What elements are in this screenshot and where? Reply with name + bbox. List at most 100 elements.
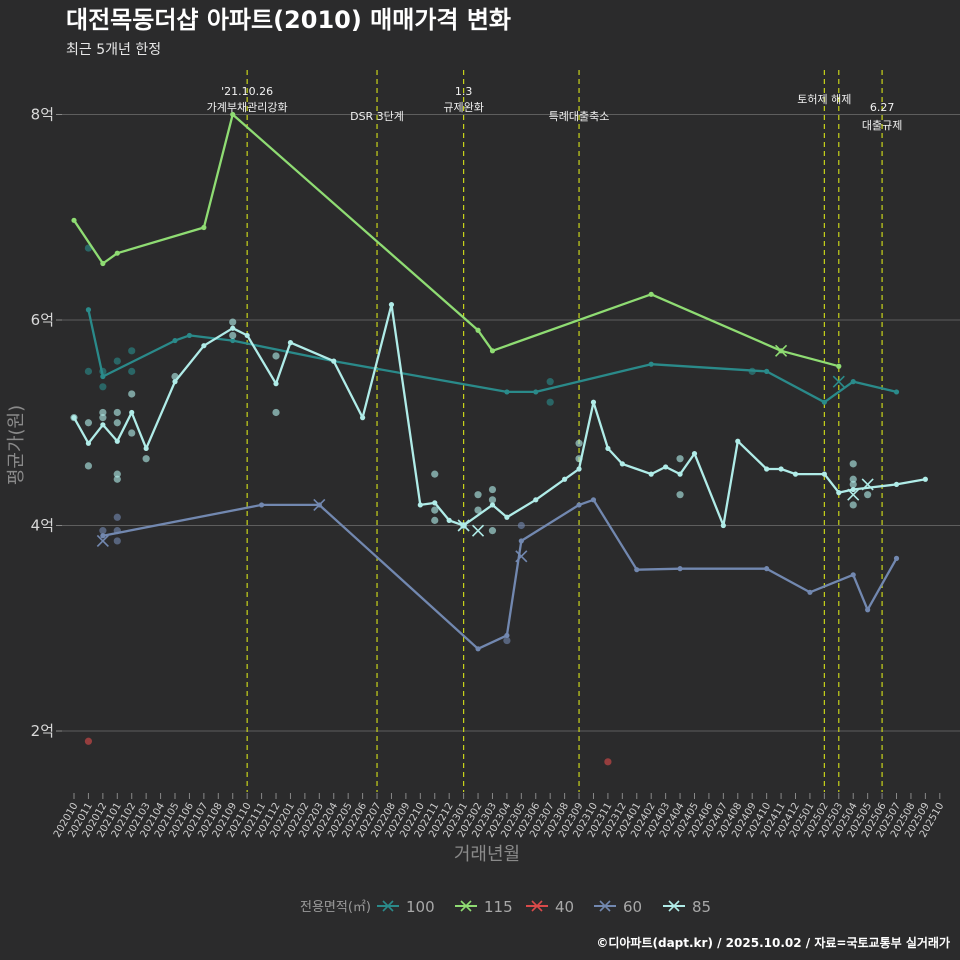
series-x-marker [96, 534, 109, 547]
data-point-dot [546, 398, 554, 406]
data-point [489, 502, 496, 508]
legend-item-115: 115 [455, 898, 513, 916]
data-point [865, 607, 871, 613]
data-point [129, 409, 135, 416]
data-point [186, 332, 193, 339]
series-layer [70, 111, 928, 766]
data-point [432, 500, 438, 506]
data-point [258, 502, 265, 508]
data-point [417, 502, 423, 508]
series-x-marker [668, 900, 680, 912]
chart-title: 대전목동더샵 아파트(2010) 매매가격 변화 [66, 6, 511, 34]
legend-label: 40 [555, 898, 574, 916]
legend-label: 115 [484, 898, 513, 916]
data-point [836, 490, 842, 496]
caption: ©디아파트(dapt.kr) / 2025.10.02 / 자료=국토교통부 실… [596, 935, 950, 950]
data-point [287, 340, 294, 346]
legend-label: 100 [406, 898, 435, 916]
data-point [230, 325, 236, 331]
y-tick-label: 8억 [31, 106, 54, 124]
data-point [590, 497, 597, 503]
data-point [85, 440, 92, 446]
data-point-dot [99, 414, 107, 422]
data-point [489, 348, 496, 354]
y-tick-label: 2억 [31, 722, 54, 740]
event-lines [246, 70, 883, 792]
data-point [850, 486, 856, 493]
data-point [475, 327, 481, 333]
y-tick-label: 4억 [31, 517, 54, 535]
data-point [893, 481, 900, 487]
data-point [71, 415, 77, 421]
data-point [634, 567, 640, 573]
chart-subtitle: 최근 5개년 한정 [66, 42, 161, 58]
data-point [518, 538, 524, 544]
data-point-dot [431, 516, 439, 524]
series-40 [84, 737, 612, 766]
data-point-dot [128, 367, 136, 375]
data-point [475, 646, 481, 652]
data-point-dot [142, 455, 150, 463]
data-point-dot [113, 470, 121, 478]
y-tick-label: 6억 [31, 311, 54, 329]
gridlines [62, 114, 960, 732]
series-x-marker [457, 519, 470, 532]
data-point [172, 379, 178, 385]
data-point-dot [488, 496, 497, 504]
data-point-dot [128, 429, 136, 437]
data-point [764, 466, 770, 472]
series-x-marker [531, 900, 543, 912]
data-point [648, 471, 654, 477]
data-point-dot [575, 439, 583, 447]
legend-label: 60 [623, 898, 642, 916]
data-point-dot [849, 501, 857, 509]
data-point-dot [488, 527, 497, 535]
data-point [893, 389, 900, 395]
data-point [590, 399, 597, 405]
data-point [648, 291, 654, 297]
data-point [792, 471, 799, 477]
data-point [114, 250, 120, 256]
legend-label: 85 [692, 898, 711, 916]
legend-item-60: 60 [594, 898, 642, 916]
data-point-dot [99, 383, 107, 391]
data-point [85, 307, 92, 313]
data-point [273, 381, 279, 387]
series-line [73, 113, 840, 368]
data-point-dot [849, 480, 857, 488]
data-point [821, 471, 827, 477]
series-x-marker [382, 900, 394, 912]
event-annotation: 특례대출축소 [549, 110, 610, 123]
data-point-dot [849, 460, 857, 468]
data-point-dot [474, 506, 482, 514]
data-point [663, 464, 669, 470]
data-point [821, 399, 827, 405]
x-axis-label: 거래년월 [454, 844, 520, 865]
data-point [562, 476, 568, 482]
data-point [244, 332, 250, 339]
data-point-dot [503, 636, 511, 645]
event-annotation: '21.10.26 [221, 85, 273, 98]
data-point [100, 260, 106, 267]
data-point-dot [229, 318, 237, 326]
data-point [576, 466, 582, 472]
data-point [201, 343, 207, 349]
data-point [230, 111, 236, 118]
data-point-dot [546, 378, 554, 386]
data-point-dot [84, 367, 93, 375]
data-point [619, 461, 625, 467]
data-point-dot [113, 475, 121, 483]
data-point [100, 373, 106, 380]
legend-item-40: 40 [526, 898, 574, 916]
data-point-dot [128, 390, 136, 398]
series-x-marker [832, 375, 845, 388]
data-point [807, 589, 813, 595]
data-point [778, 466, 784, 472]
event-annotation: DSR 3단계 [350, 110, 404, 123]
data-point [922, 476, 928, 482]
event-annotation: 6.27 [870, 101, 895, 114]
legend-item-100: 100 [377, 898, 435, 916]
